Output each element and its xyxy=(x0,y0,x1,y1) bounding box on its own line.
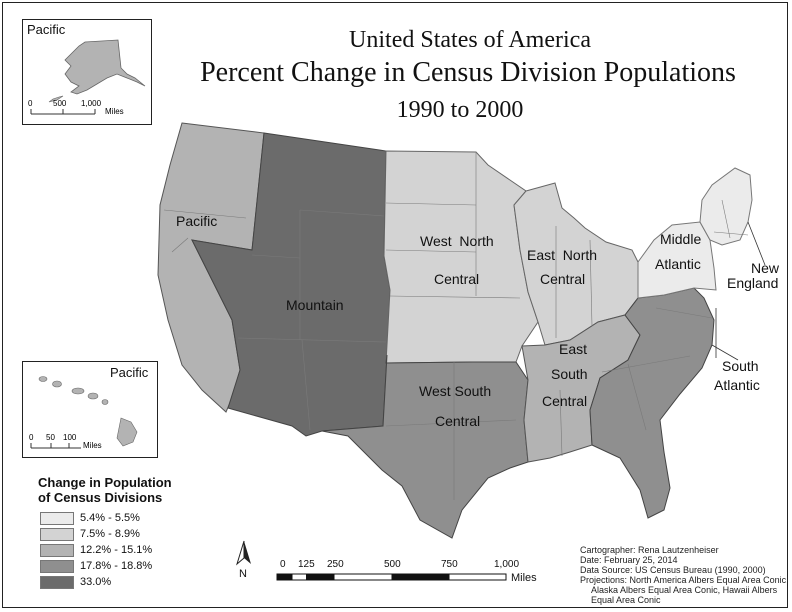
scale-unit: Miles xyxy=(511,572,537,584)
region-south-atlantic xyxy=(589,287,715,519)
scale-tick-0: 0 xyxy=(280,559,286,570)
legend-swatch xyxy=(40,527,74,541)
label-west-north-central-2: Central xyxy=(434,271,480,287)
legend-item: 7.5% - 8.9% xyxy=(40,527,140,541)
label-pacific: Pacific xyxy=(176,213,218,229)
meta-date: Date: February 25, 2014 xyxy=(580,555,678,565)
title-line-1: United States of America xyxy=(349,27,591,53)
legend-label: 7.5% - 8.9% xyxy=(80,528,140,540)
title-line-3: 1990 to 2000 xyxy=(396,97,524,123)
state-boundaries xyxy=(163,152,749,500)
meta-cartographer: Cartographer: Rena Lautzenheiser xyxy=(580,545,719,555)
hawaii-scale-unit: Miles xyxy=(83,441,102,450)
label-west-south-central-1: West South xyxy=(419,383,492,399)
alaska-inset-label: Pacific xyxy=(27,22,66,37)
meta-source: Data Source: US Census Bureau (1990, 200… xyxy=(580,565,766,575)
region-new-england xyxy=(699,167,753,246)
legend-item: 12.2% - 15.1% xyxy=(40,543,152,557)
scale-tick-750: 750 xyxy=(441,559,458,570)
scale-tick-125: 125 xyxy=(298,559,315,570)
legend-title: Change in Population of Census Divisions xyxy=(38,475,172,505)
hawaii-shape xyxy=(38,376,138,447)
alaska-scale-unit: Miles xyxy=(105,107,124,116)
north-arrow-label: N xyxy=(239,568,247,580)
legend-label: 33.0% xyxy=(80,576,112,588)
label-south-atlantic-2: Atlantic xyxy=(714,377,760,393)
label-south-atlantic-1: South xyxy=(722,358,759,374)
alaska-inset: Pacific 0 500 1,000 Miles xyxy=(22,19,152,125)
hawaii-inset-label: Pacific xyxy=(110,365,149,380)
legend-label: 12.2% - 15.1% xyxy=(80,544,153,556)
label-east-south-central-1: East xyxy=(559,341,588,357)
label-middle-atlantic-1: Middle xyxy=(660,231,702,247)
label-mountain: Mountain xyxy=(286,297,344,313)
scale-tick-500: 500 xyxy=(384,559,401,570)
hawaii-scale-bar xyxy=(30,443,81,449)
legend-item: 5.4% - 5.5% xyxy=(40,511,140,525)
hawaii-scale-tick-0: 0 xyxy=(29,433,34,442)
hawaii-scale-tick-50: 50 xyxy=(46,433,55,442)
meta-projections-2: Alaska Albers Equal Area Conic, Hawaii A… xyxy=(591,585,778,595)
scale-bar xyxy=(276,573,507,581)
region-west-north-central xyxy=(383,150,539,364)
meta-projections-1: Projections: North America Albers Equal … xyxy=(580,575,789,585)
alaska-scale-tick-0: 0 xyxy=(28,99,33,108)
label-east-south-central-2: South xyxy=(551,366,588,382)
legend-label: 17.8% - 18.8% xyxy=(80,560,153,572)
scale-tick-1000: 1,000 xyxy=(494,559,520,570)
title-line-2: Percent Change in Census Division Popula… xyxy=(200,57,736,88)
label-east-south-central-3: Central xyxy=(542,393,588,409)
label-east-north-central-2: Central xyxy=(540,271,586,287)
label-west-north-central-1: West North xyxy=(420,233,494,249)
legend-item: 33.0% xyxy=(40,575,111,589)
legend-item: 17.8% - 18.8% xyxy=(40,559,152,573)
legend-swatch xyxy=(40,511,74,525)
alaska-scale-tick-500: 500 xyxy=(53,99,67,108)
alaska-scale-bar xyxy=(30,109,96,115)
label-new-england-2: England xyxy=(727,275,779,291)
legend-label: 5.4% - 5.5% xyxy=(80,512,140,524)
north-arrow-icon xyxy=(236,540,251,566)
label-middle-atlantic-2: Atlantic xyxy=(655,256,701,272)
legend-swatch xyxy=(40,543,74,557)
hawaii-inset: Pacific 0 50 100 Miles xyxy=(22,361,158,458)
label-east-north-central-1: East North xyxy=(527,247,598,263)
hawaii-scale-tick-100: 100 xyxy=(63,433,77,442)
label-new-england-1: New xyxy=(751,260,780,276)
label-west-south-central-2: Central xyxy=(435,413,481,429)
meta-projections-3: Equal Area Conic xyxy=(591,595,661,605)
legend-title-line-2: of Census Divisions xyxy=(38,490,163,505)
scale-tick-250: 250 xyxy=(327,559,344,570)
alaska-shape xyxy=(48,39,146,103)
legend-swatch xyxy=(40,559,74,573)
alaska-scale-tick-1000: 1,000 xyxy=(81,99,102,108)
region-middle-atlantic xyxy=(637,221,717,299)
legend-title-line-1: Change in Population xyxy=(38,475,172,490)
legend-swatch xyxy=(40,575,74,589)
leader-new-england xyxy=(747,221,766,266)
